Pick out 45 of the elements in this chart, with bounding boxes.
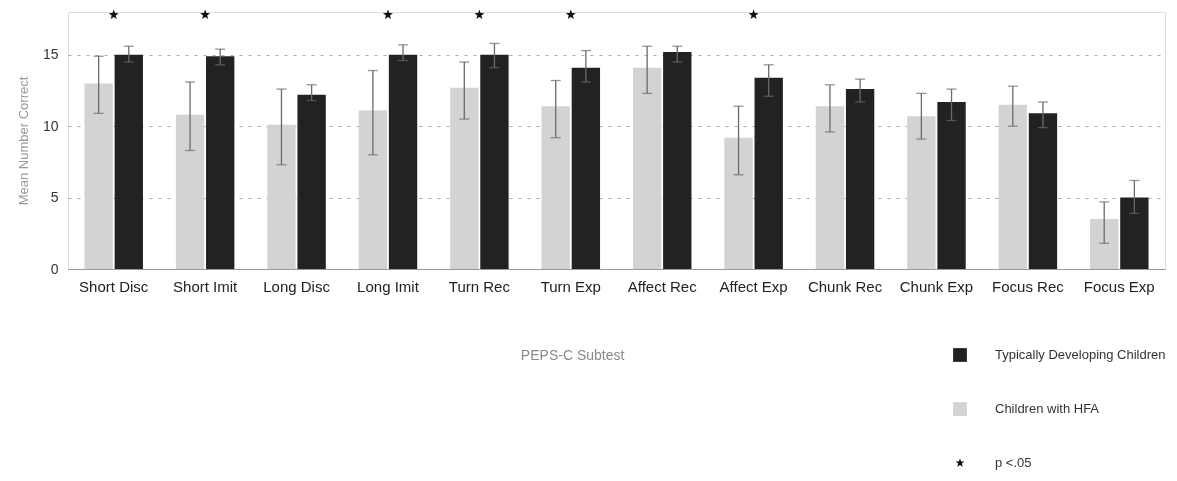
- y-tick-label: 0: [50, 260, 59, 277]
- bar: [571, 67, 601, 269]
- x-tick-label: Turn Rec: [448, 277, 511, 295]
- bar: [907, 116, 936, 269]
- bar: [206, 56, 235, 269]
- bar: [267, 124, 296, 269]
- bar: [480, 54, 509, 269]
- legend-label: Typically Developing Children: [995, 347, 1166, 362]
- x-tick-label: Focus Exp: [1083, 277, 1155, 295]
- y-tick-label: 10: [42, 117, 59, 134]
- bar: [450, 87, 479, 269]
- x-tick-label: Affect Rec: [627, 277, 698, 295]
- bar: [175, 114, 205, 269]
- x-tick-label: Turn Exp: [540, 277, 601, 295]
- bar: [388, 54, 418, 269]
- x-tick-label: Chunk Exp: [899, 277, 974, 295]
- bar: [84, 83, 113, 269]
- bar: [1028, 113, 1058, 269]
- y-tick-label: 5: [50, 189, 59, 206]
- bar: [754, 77, 783, 269]
- bar: [1120, 197, 1149, 269]
- legend-label: Children with HFA: [995, 401, 1100, 416]
- y-axis-title: Mean Number Correct: [15, 76, 31, 206]
- bar: [845, 89, 875, 269]
- bar: [998, 104, 1027, 269]
- legend-label: p <.05: [995, 455, 1032, 470]
- bar: [663, 51, 692, 269]
- x-tick-label: Focus Rec: [992, 277, 1065, 295]
- bar: [297, 94, 326, 269]
- bar: [632, 67, 662, 269]
- x-tick-label: Long Disc: [263, 277, 331, 295]
- bar: [1090, 219, 1119, 269]
- x-tick-label: Affect Exp: [719, 277, 788, 295]
- x-axis-title: PEPS-C Subtest: [520, 347, 625, 363]
- bar: [114, 54, 143, 269]
- x-tick-label: Long Imit: [357, 277, 420, 295]
- bar: [541, 106, 570, 269]
- bar: [724, 137, 753, 269]
- x-tick-label: Short Disc: [79, 277, 149, 295]
- bar: [358, 110, 388, 269]
- bar: [815, 106, 845, 269]
- y-tick-label: 15: [42, 46, 59, 63]
- x-tick-label: Chunk Rec: [807, 277, 883, 295]
- x-tick-label: Short Imit: [173, 277, 239, 295]
- bar: [937, 101, 966, 269]
